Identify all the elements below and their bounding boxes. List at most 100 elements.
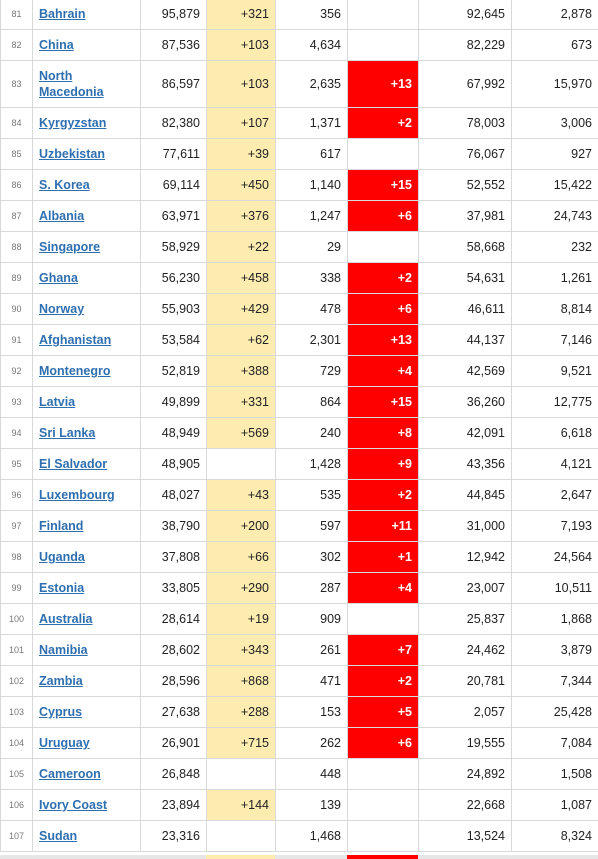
- total-deaths-cell: 617: [275, 138, 348, 170]
- country-link[interactable]: Ghana: [39, 271, 78, 285]
- country-link[interactable]: Australia: [39, 612, 93, 626]
- rank-cell: 102: [0, 665, 33, 697]
- new-deaths-cell: +6: [347, 200, 419, 232]
- new-deaths-cell: +2: [347, 262, 419, 294]
- next-row-new-cases-edge: [206, 855, 275, 859]
- country-link[interactable]: Ivory Coast: [39, 798, 108, 812]
- new-deaths-cell: [347, 758, 419, 790]
- new-deaths-cell: +2: [347, 665, 419, 697]
- active-cases-cell: 927: [511, 138, 598, 170]
- country-link[interactable]: Sudan: [39, 829, 78, 843]
- table-row: 90 Norway 55,903 +429 478 +6 46,611 8,814: [0, 293, 598, 325]
- country-cell: Namibia: [32, 634, 141, 666]
- country-link[interactable]: Norway: [39, 302, 85, 316]
- total-cases-cell: 49,899: [140, 386, 207, 418]
- country-link[interactable]: China: [39, 38, 74, 52]
- country-link[interactable]: Uganda: [39, 550, 85, 564]
- total-cases-cell: 56,230: [140, 262, 207, 294]
- total-cases-cell: 33,805: [140, 572, 207, 604]
- country-cell: Kyrgyzstan: [32, 107, 141, 139]
- total-cases-cell: 23,316: [140, 820, 207, 852]
- total-deaths-cell: 356: [275, 0, 348, 30]
- country-link[interactable]: S. Korea: [39, 178, 90, 192]
- rank-cell: 93: [0, 386, 33, 418]
- rank-cell: 103: [0, 696, 33, 728]
- country-link[interactable]: Bahrain: [39, 7, 86, 21]
- country-link[interactable]: Estonia: [39, 581, 85, 595]
- total-deaths-cell: 1,371: [275, 107, 348, 139]
- total-cases-cell: 28,596: [140, 665, 207, 697]
- country-cell: Singapore: [32, 231, 141, 263]
- new-cases-cell: +43: [206, 479, 276, 511]
- new-cases-cell: +103: [206, 29, 276, 61]
- country-link[interactable]: Cameroon: [39, 767, 101, 781]
- total-recovered-cell: 54,631: [418, 262, 512, 294]
- rank-cell: 85: [0, 138, 33, 170]
- total-cases-cell: 48,949: [140, 417, 207, 449]
- new-cases-cell: +331: [206, 386, 276, 418]
- table-row: 101 Namibia 28,602 +343 261 +7 24,462 3,879: [0, 634, 598, 666]
- total-recovered-cell: 22,668: [418, 789, 512, 821]
- total-cases-cell: 28,602: [140, 634, 207, 666]
- rank-cell: 88: [0, 231, 33, 263]
- country-cell: Estonia: [32, 572, 141, 604]
- active-cases-cell: 8,324: [511, 820, 598, 852]
- active-cases-cell: 673: [511, 29, 598, 61]
- active-cases-cell: 1,087: [511, 789, 598, 821]
- new-cases-cell: +569: [206, 417, 276, 449]
- total-cases-cell: 82,380: [140, 107, 207, 139]
- new-cases-cell: +321: [206, 0, 276, 30]
- total-recovered-cell: 78,003: [418, 107, 512, 139]
- total-deaths-cell: 1,468: [275, 820, 348, 852]
- country-cell: Albania: [32, 200, 141, 232]
- new-deaths-cell: +9: [347, 448, 419, 480]
- country-cell: Uzbekistan: [32, 138, 141, 170]
- country-link[interactable]: Uzbekistan: [39, 147, 105, 161]
- total-recovered-cell: 76,067: [418, 138, 512, 170]
- country-link[interactable]: Uruguay: [39, 736, 90, 750]
- total-deaths-cell: 302: [275, 541, 348, 573]
- total-recovered-cell: 36,260: [418, 386, 512, 418]
- country-link[interactable]: Namibia: [39, 643, 88, 657]
- new-deaths-cell: +15: [347, 386, 419, 418]
- country-link[interactable]: Finland: [39, 519, 84, 533]
- total-recovered-cell: 44,137: [418, 324, 512, 356]
- country-link[interactable]: North Macedonia: [39, 69, 104, 99]
- table-row: 107 Sudan 23,316 1,468 13,524 8,324: [0, 820, 598, 852]
- country-link[interactable]: Albania: [39, 209, 85, 223]
- country-link[interactable]: Montenegro: [39, 364, 111, 378]
- table-row: 89 Ghana 56,230 +458 338 +2 54,631 1,261: [0, 262, 598, 294]
- country-link[interactable]: Sri Lanka: [39, 426, 96, 440]
- country-cell: Cyprus: [32, 696, 141, 728]
- country-link[interactable]: Luxembourg: [39, 488, 115, 502]
- rank-cell: 105: [0, 758, 33, 790]
- country-cell: China: [32, 29, 141, 61]
- total-deaths-cell: 338: [275, 262, 348, 294]
- total-deaths-cell: 1,247: [275, 200, 348, 232]
- table-row: 100 Australia 28,614 +19 909 25,837 1,868: [0, 603, 598, 635]
- total-cases-cell: 55,903: [140, 293, 207, 325]
- new-deaths-cell: +2: [347, 107, 419, 139]
- total-deaths-cell: 471: [275, 665, 348, 697]
- new-cases-cell: +39: [206, 138, 276, 170]
- country-link[interactable]: Afghanistan: [39, 333, 112, 347]
- country-cell: Sudan: [32, 820, 141, 852]
- table-row: 106 Ivory Coast 23,894 +144 139 22,668 1,087: [0, 789, 598, 821]
- country-link[interactable]: Cyprus: [39, 705, 83, 719]
- country-link[interactable]: Kyrgyzstan: [39, 116, 107, 130]
- table-row: 85 Uzbekistan 77,611 +39 617 76,067 927: [0, 138, 598, 170]
- new-deaths-cell: [347, 0, 419, 30]
- country-cell: El Salvador: [32, 448, 141, 480]
- active-cases-cell: 15,422: [511, 169, 598, 201]
- country-link[interactable]: Zambia: [39, 674, 83, 688]
- rank-cell: 101: [0, 634, 33, 666]
- country-link[interactable]: Latvia: [39, 395, 76, 409]
- country-link[interactable]: El Salvador: [39, 457, 108, 471]
- table-row: 99 Estonia 33,805 +290 287 +4 23,007 10,511: [0, 572, 598, 604]
- new-cases-cell: +288: [206, 696, 276, 728]
- country-cell: Uruguay: [32, 727, 141, 759]
- rank-cell: 104: [0, 727, 33, 759]
- country-link[interactable]: Singapore: [39, 240, 101, 254]
- new-deaths-cell: +5: [347, 696, 419, 728]
- table-row: 104 Uruguay 26,901 +715 262 +6 19,555 7,084: [0, 727, 598, 759]
